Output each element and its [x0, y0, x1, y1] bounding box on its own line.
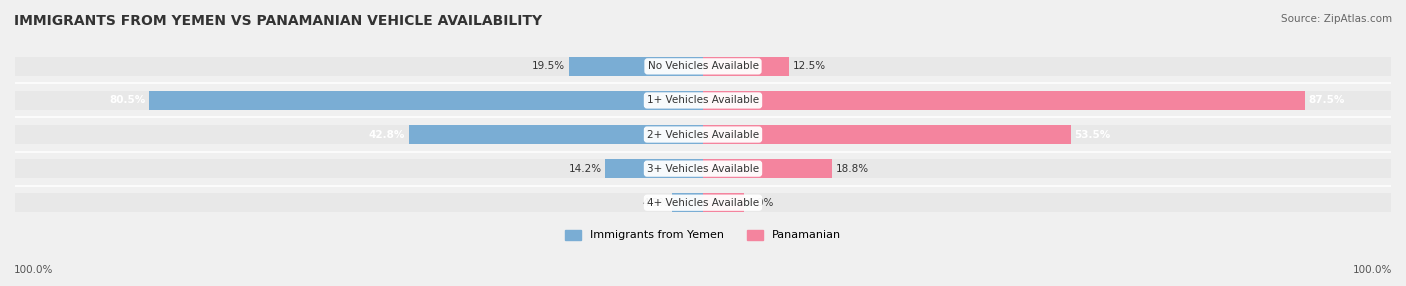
Bar — [409, 125, 703, 144]
Bar — [703, 159, 1391, 178]
Bar — [15, 159, 703, 178]
Text: 14.2%: 14.2% — [569, 164, 602, 174]
Text: 18.8%: 18.8% — [835, 164, 869, 174]
Text: 80.5%: 80.5% — [110, 96, 146, 106]
Bar — [703, 57, 789, 76]
Text: 100.0%: 100.0% — [1353, 265, 1392, 275]
Legend: Immigrants from Yemen, Panamanian: Immigrants from Yemen, Panamanian — [561, 225, 845, 245]
Text: 100.0%: 100.0% — [14, 265, 53, 275]
Bar — [703, 193, 1391, 212]
Bar — [703, 91, 1305, 110]
Bar — [672, 193, 703, 212]
Bar — [703, 91, 1391, 110]
Text: 87.5%: 87.5% — [1309, 96, 1344, 106]
Text: 2+ Vehicles Available: 2+ Vehicles Available — [647, 130, 759, 140]
Bar — [15, 193, 703, 212]
Text: 4.5%: 4.5% — [643, 198, 669, 208]
Bar — [606, 159, 703, 178]
Text: IMMIGRANTS FROM YEMEN VS PANAMANIAN VEHICLE AVAILABILITY: IMMIGRANTS FROM YEMEN VS PANAMANIAN VEHI… — [14, 14, 543, 28]
Text: 12.5%: 12.5% — [793, 61, 825, 72]
Text: 6.0%: 6.0% — [748, 198, 775, 208]
Bar — [15, 91, 703, 110]
Text: 4+ Vehicles Available: 4+ Vehicles Available — [647, 198, 759, 208]
Bar — [703, 57, 1391, 76]
Bar — [569, 57, 703, 76]
Text: 53.5%: 53.5% — [1074, 130, 1111, 140]
Bar — [703, 125, 1071, 144]
Bar — [703, 125, 1391, 144]
Text: 1+ Vehicles Available: 1+ Vehicles Available — [647, 96, 759, 106]
Bar — [15, 125, 703, 144]
Text: Source: ZipAtlas.com: Source: ZipAtlas.com — [1281, 14, 1392, 24]
Bar — [149, 91, 703, 110]
Text: 3+ Vehicles Available: 3+ Vehicles Available — [647, 164, 759, 174]
Bar — [703, 159, 832, 178]
Text: No Vehicles Available: No Vehicles Available — [648, 61, 758, 72]
Bar — [703, 193, 744, 212]
Bar — [15, 57, 703, 76]
Text: 19.5%: 19.5% — [533, 61, 565, 72]
Text: 42.8%: 42.8% — [368, 130, 405, 140]
